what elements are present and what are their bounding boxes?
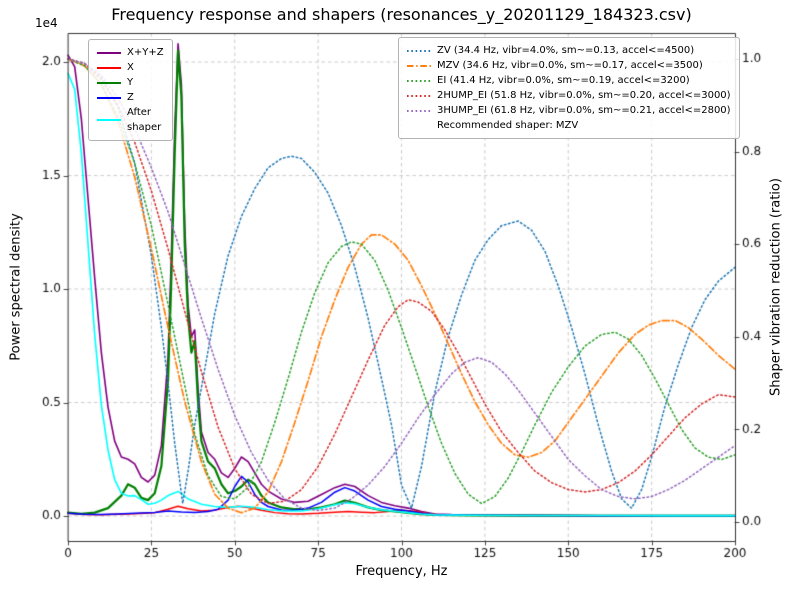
legend-shapers: ZV (34.4 Hz, vibr=4.0%, sm~=0.13, accel<… <box>398 37 740 139</box>
x-axis-label: Frequency, Hz <box>355 564 448 579</box>
legend-item-label: X+Y+Z <box>127 47 164 58</box>
legend-item-label: MZV (34.6 Hz, vibr=0.0%, sm~=0.17, accel… <box>437 60 703 71</box>
legend-item: MZV (34.6 Hz, vibr=0.0%, sm~=0.17, accel… <box>407 58 731 73</box>
legend-line-sample-icon <box>407 109 431 112</box>
legend-item: After shaper <box>97 105 164 135</box>
legend-line-sample-icon <box>407 64 431 67</box>
legend-line-sample-icon <box>407 94 431 97</box>
legend-item: Y <box>97 75 164 90</box>
legend-item-label: ZV (34.4 Hz, vibr=4.0%, sm~=0.13, accel<… <box>437 45 695 56</box>
legend-line-sample-icon <box>97 51 121 54</box>
legend-item-label: After shaper <box>127 107 162 133</box>
legend-line-sample-icon <box>407 49 431 52</box>
legend-item: X+Y+Z <box>97 45 164 60</box>
legend-item: 3HUMP_EI (61.8 Hz, vibr=0.0%, sm~=0.21, … <box>407 103 731 118</box>
y-axis-offset-text: 1e4 <box>35 16 58 30</box>
legend-line-sample-icon <box>407 79 431 82</box>
legend-line-sample-icon <box>97 119 121 121</box>
legend-psd: X+Y+Z X Y Z After shaper <box>88 39 173 141</box>
legend-item: Z <box>97 90 164 105</box>
legend-item-label: Y <box>127 77 134 88</box>
legend-item-label: X <box>127 62 134 73</box>
legend-item: ZV (34.4 Hz, vibr=4.0%, sm~=0.13, accel<… <box>407 43 731 58</box>
legend-line-sample-icon <box>97 81 121 84</box>
legend-line-sample-icon <box>97 96 121 99</box>
legend-item: 2HUMP_EI (51.8 Hz, vibr=0.0%, sm~=0.20, … <box>407 88 731 103</box>
legend-item: X <box>97 60 164 75</box>
legend-item-label: EI (41.4 Hz, vibr=0.0%, sm~=0.19, accel<… <box>437 75 690 86</box>
legend-item-label: 2HUMP_EI (51.8 Hz, vibr=0.0%, sm~=0.20, … <box>437 90 731 101</box>
y-axis-right-label: Shaper vibration reduction (ratio) <box>768 178 784 396</box>
y-axis-left-label: Power spectral density <box>8 213 24 361</box>
legend-item-label: Z <box>127 92 134 103</box>
legend-item-label: 3HUMP_EI (61.8 Hz, vibr=0.0%, sm~=0.21, … <box>437 105 731 116</box>
chart-title: Frequency response and shapers (resonanc… <box>111 5 692 24</box>
legend-line-sample-icon <box>97 66 121 69</box>
legend-item: EI (41.4 Hz, vibr=0.0%, sm~=0.19, accel<… <box>407 73 731 88</box>
legend-note: Recommended shaper: MZV <box>437 120 579 131</box>
